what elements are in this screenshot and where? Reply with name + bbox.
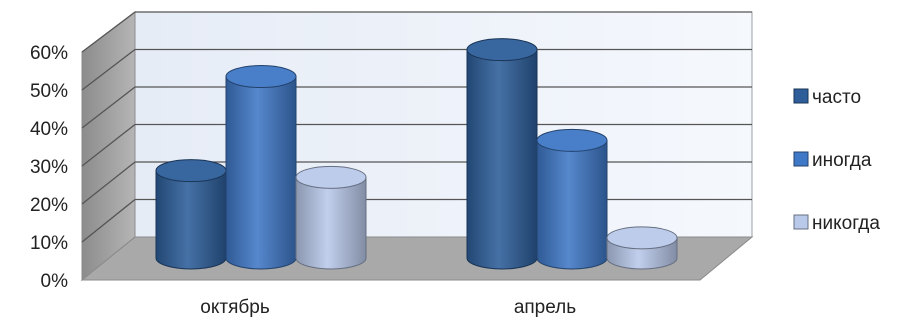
- cylinder-body: [536, 139, 608, 270]
- y-tick-label: 60%: [30, 43, 68, 64]
- bars: [155, 38, 678, 270]
- bar-часто-октябрь: [155, 159, 227, 270]
- x-axis-categories: октябрь апрель: [200, 297, 576, 318]
- legend-swatch: [793, 88, 809, 104]
- y-tick-label: 30%: [30, 157, 68, 178]
- cylinder-top: [606, 226, 678, 250]
- cylinder-top: [295, 165, 367, 189]
- cylinder-body: [225, 76, 297, 270]
- cylinder-top: [225, 65, 297, 89]
- bar-иногда-апрель: [536, 128, 608, 270]
- gridline-side: [81, 123, 136, 167]
- legend-label: никогда: [812, 213, 880, 234]
- cylinder-body: [155, 170, 227, 270]
- cylinder-body: [295, 176, 367, 270]
- bar-часто-апрель: [466, 38, 538, 270]
- bar-иногда-октябрь: [225, 65, 297, 270]
- bar-никогда-апрель: [606, 226, 678, 270]
- cylinder-top: [466, 38, 538, 62]
- gridline-side: [81, 161, 136, 205]
- cylinder-top: [536, 128, 608, 152]
- gridline-side: [81, 198, 136, 243]
- y-tick-label: 10%: [30, 233, 68, 254]
- y-tick-label: 40%: [30, 119, 68, 140]
- legend: часто иногда никогда: [793, 87, 880, 234]
- cylinder-body: [466, 49, 538, 270]
- legend-swatch: [793, 151, 809, 167]
- cylinder-top: [155, 159, 227, 183]
- gridline-side: [81, 11, 136, 53]
- legend-swatch: [793, 214, 809, 230]
- gridline-side: [81, 48, 136, 91]
- category-label: октябрь: [200, 297, 270, 318]
- y-tick-label: 20%: [30, 195, 68, 216]
- legend-label: иногда: [812, 150, 872, 171]
- y-axis-ticks: 0% 10% 20% 30% 40% 50% 60%: [30, 43, 68, 292]
- legend-label: часто: [812, 87, 861, 108]
- y-tick-label: 50%: [30, 81, 68, 102]
- gridline-side: [81, 86, 136, 129]
- y-tick-label: 0%: [41, 271, 69, 292]
- category-label: апрель: [514, 297, 576, 318]
- bar-никогда-октябрь: [295, 165, 367, 270]
